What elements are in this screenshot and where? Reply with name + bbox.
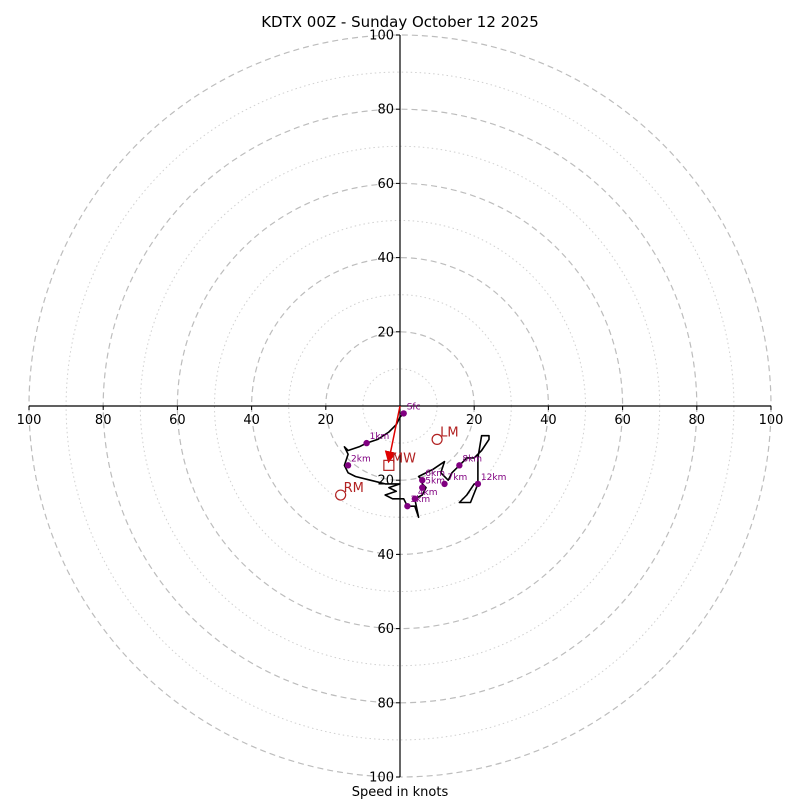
- bunkers_right-label: RM: [344, 481, 364, 496]
- height-point-5km: [419, 484, 426, 491]
- height-label-12km: 12km: [481, 473, 506, 483]
- y-tick-label: 60: [377, 622, 394, 637]
- x-tick-label: 20: [466, 413, 483, 428]
- height-label-6km: 6km: [425, 469, 445, 479]
- mean_wind-marker: [383, 459, 395, 471]
- x-tick-label: 20: [318, 413, 335, 428]
- height-point-2km: [344, 462, 352, 469]
- height-label-1km: 1km: [370, 432, 390, 442]
- x-tick-label: 100: [759, 413, 784, 428]
- y-tick-label: 80: [377, 103, 394, 118]
- bunkers_right-marker: [335, 489, 347, 501]
- y-tick-label: 60: [377, 177, 394, 192]
- height-label-3km: 3km: [410, 495, 430, 505]
- height-label-7km: 7km: [448, 473, 468, 483]
- x-tick-label: 80: [689, 413, 706, 428]
- x-tick-label: 60: [614, 413, 631, 428]
- x-tick-label: 60: [169, 413, 186, 428]
- height-label-2km: 2km: [351, 454, 371, 464]
- height-label-5km: 5km: [425, 477, 445, 487]
- x-tick-label: 80: [95, 413, 112, 428]
- chart-title: KDTX 00Z - Sunday October 12 2025: [261, 13, 539, 31]
- height-label-8km: 8km: [462, 454, 482, 464]
- bunkers_left-marker: [431, 433, 443, 445]
- y-tick-label: 40: [377, 548, 394, 563]
- shear-arrow: [384, 405, 401, 464]
- tick-labels: 100 80 60 40 20 20 40 60 80 100 20 40 60 80 100 20 40 60 8…: [17, 29, 784, 786]
- height-label-4km: 4km: [418, 488, 438, 498]
- height-label-Sfc: Sfc: [407, 402, 421, 412]
- x-tick-label: 40: [243, 413, 260, 428]
- mean_wind-label: MW: [392, 451, 416, 466]
- height-point-1km: [363, 439, 370, 447]
- y-tick-label: 40: [377, 251, 394, 266]
- x-tick-label: 100: [17, 413, 42, 428]
- bunkers_left-label: LM: [440, 425, 458, 440]
- height-point-Sfc: [400, 410, 407, 417]
- height-point-4km: [411, 495, 419, 502]
- x-tick-label: 40: [540, 413, 557, 428]
- y-tick-label: 80: [377, 696, 394, 711]
- x-axis-label: Speed in knots: [352, 785, 449, 800]
- y-tick-label: 20: [377, 325, 394, 340]
- height-point-6km: [419, 477, 426, 484]
- wind-trace-line: [343, 412, 490, 519]
- y-tick-label: 100: [369, 29, 394, 44]
- height-point-8km: [456, 462, 463, 469]
- height-point-3km: [404, 502, 411, 510]
- height-point-7km: [441, 480, 448, 488]
- y-tick-label: 100: [369, 771, 394, 786]
- y-tick-label: 20: [377, 474, 394, 489]
- height-point-12km: [474, 480, 482, 488]
